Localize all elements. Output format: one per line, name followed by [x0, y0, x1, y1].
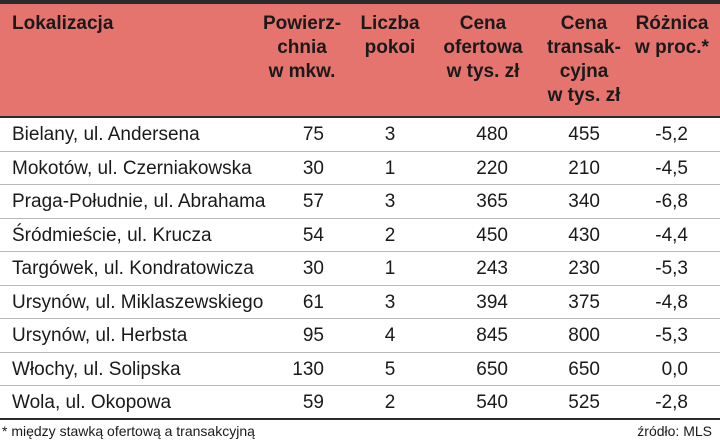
cell-offer: 394 — [476, 291, 508, 313]
table-header: Lokalizacja Powierz- chnia w mkw. Liczba… — [0, 4, 720, 118]
cell-rooms: 2 — [384, 224, 396, 246]
cell-offer: 450 — [476, 224, 508, 246]
header-offer-price: Cena ofertowa w tys. zł — [443, 13, 523, 82]
table-row: Targówek, ul. Kondratowicza 30 1 243 230… — [0, 252, 720, 286]
header-rooms: Liczba pokoi — [360, 13, 420, 58]
cell-area: 75 — [302, 124, 324, 145]
cell-location: Mokotów, ul. Czerniakowska — [12, 157, 252, 179]
cell-location: Śródmieście, ul. Krucza — [12, 224, 212, 246]
footnote: * między stawką ofertową a transakcyjną — [2, 423, 255, 439]
cell-transaction: 455 — [568, 124, 600, 145]
cell-difference: -4,4 — [655, 224, 688, 246]
table-row: Ursynów, ul. Herbsta 95 4 845 800 -5,3 — [0, 319, 720, 353]
cell-location: Ursynów, ul. Herbsta — [12, 325, 188, 346]
cell-location: Wola, ul. Okopowa — [12, 392, 172, 413]
table-row: Ursynów, ul. Miklaszewskiego 61 3 394 37… — [0, 286, 720, 319]
cell-location: Targówek, ul. Kondratowicza — [12, 258, 254, 279]
cell-offer: 650 — [476, 358, 508, 380]
cell-difference: -4,5 — [655, 157, 688, 179]
cell-area: 59 — [302, 392, 324, 413]
cell-difference: -2,8 — [655, 392, 688, 413]
cell-offer: 220 — [476, 157, 508, 179]
header-location: Lokalizacja — [12, 13, 114, 34]
cell-transaction: 375 — [568, 291, 600, 313]
cell-area: 30 — [302, 258, 324, 279]
cell-area: 30 — [302, 157, 324, 179]
cell-transaction: 340 — [568, 191, 600, 212]
header-difference: Różnica w proc.* — [635, 13, 709, 58]
cell-offer: 845 — [476, 325, 508, 346]
cell-location: Praga-Południe, ul. Abrahama — [12, 191, 266, 212]
cell-area: 61 — [302, 291, 324, 313]
cell-rooms: 3 — [384, 191, 396, 212]
table-row: Wola, ul. Okopowa 59 2 540 525 -2,8 — [0, 386, 720, 420]
cell-offer: 243 — [476, 258, 508, 279]
cell-rooms: 1 — [384, 157, 396, 179]
cell-area: 95 — [302, 325, 324, 346]
table-row: Włochy, ul. Solipska 130 5 650 650 0,0 — [0, 353, 720, 386]
cell-transaction: 210 — [568, 157, 600, 179]
cell-difference: 0,0 — [661, 358, 688, 380]
cell-area: 57 — [302, 191, 324, 212]
source-note: źródło: MLS — [637, 423, 712, 439]
cell-rooms: 1 — [384, 258, 396, 279]
cell-transaction: 230 — [568, 258, 600, 279]
cell-rooms: 4 — [384, 325, 396, 346]
cell-area: 54 — [302, 224, 324, 246]
cell-difference: -6,8 — [655, 191, 688, 212]
table-body: Bielany, ul. Andersena 75 3 480 455 -5,2… — [0, 118, 720, 420]
cell-difference: -5,3 — [655, 258, 688, 279]
cell-difference: -5,2 — [655, 124, 688, 145]
table-row: Śródmieście, ul. Krucza 54 2 450 430 -4,… — [0, 219, 720, 252]
cell-rooms: 3 — [384, 291, 396, 313]
cell-offer: 540 — [476, 392, 508, 413]
cell-rooms: 3 — [384, 124, 396, 145]
cell-location: Włochy, ul. Solipska — [12, 358, 181, 380]
top-rule — [0, 0, 720, 4]
cell-location: Bielany, ul. Andersena — [12, 124, 200, 145]
table-row: Bielany, ul. Andersena 75 3 480 455 -5,2 — [0, 118, 720, 152]
header-area: Powierz- chnia w mkw. — [262, 13, 342, 82]
price-table: Lokalizacja Powierz- chnia w mkw. Liczba… — [0, 0, 720, 420]
cell-area: 130 — [292, 358, 324, 380]
header-transaction-price: Cena transak- cyjna w tys. zł — [547, 13, 621, 106]
cell-offer: 365 — [476, 191, 508, 212]
cell-rooms: 2 — [384, 392, 396, 413]
cell-difference: -5,3 — [655, 325, 688, 346]
cell-transaction: 430 — [568, 224, 600, 246]
cell-rooms: 5 — [384, 358, 396, 380]
table-row: Praga-Południe, ul. Abrahama 57 3 365 34… — [0, 185, 720, 219]
cell-difference: -4,8 — [655, 291, 688, 313]
table-row: Mokotów, ul. Czerniakowska 30 1 220 210 … — [0, 152, 720, 185]
cell-transaction: 650 — [568, 358, 600, 380]
cell-transaction: 525 — [568, 392, 600, 413]
cell-transaction: 800 — [568, 325, 600, 346]
cell-offer: 480 — [476, 124, 508, 145]
cell-location: Ursynów, ul. Miklaszewskiego — [12, 291, 264, 313]
